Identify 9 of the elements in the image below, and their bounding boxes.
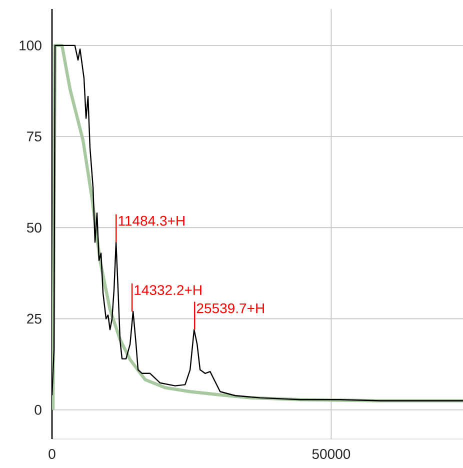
y-tick-label: 100	[20, 40, 42, 50]
y-tick-label: 25	[27, 314, 42, 324]
annotation: 25539.7+H	[196, 303, 264, 314]
y-tick-label: 0	[34, 404, 42, 415]
y-tick-label: 75	[27, 132, 42, 142]
y-tick-label: 50	[26, 222, 42, 233]
x-tick-label: 50000	[312, 449, 350, 459]
annotation: 14332.2+H	[134, 285, 202, 296]
annotation: 11484.3+H	[118, 216, 184, 226]
